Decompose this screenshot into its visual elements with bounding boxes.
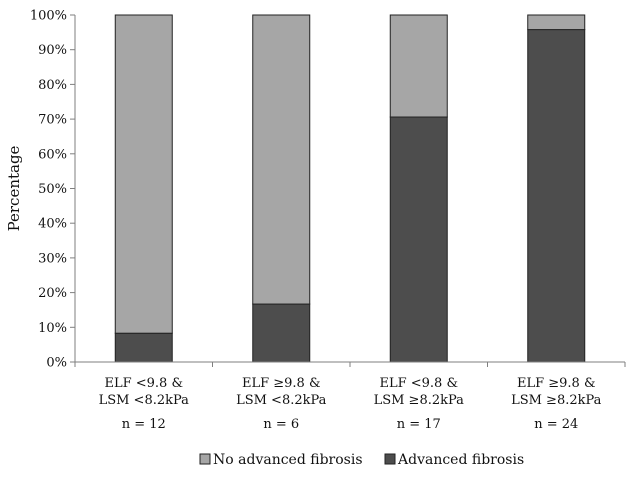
- x-category-count: n = 17: [397, 417, 441, 432]
- y-tick-label: 90%: [38, 43, 67, 58]
- axes: [74, 15, 626, 367]
- y-tick-label: 20%: [38, 286, 67, 301]
- legend-label: Advanced fibrosis: [397, 452, 524, 468]
- y-axis-label: Percentage: [5, 145, 23, 231]
- y-tick-label: 60%: [38, 147, 67, 162]
- bar-segment: [527, 29, 586, 363]
- x-category-label: LSM <8.2kPa: [99, 393, 190, 408]
- bar-segment: [252, 303, 311, 363]
- y-tick-label: 80%: [38, 78, 67, 93]
- bars: [114, 14, 586, 363]
- y-tick-label: 50%: [38, 182, 67, 197]
- legend-swatch: [384, 453, 396, 465]
- x-axis-labels: ELF <9.8 & LSM <8.2kPa n = 12 ELF ≥9.8 & LSM…: [99, 376, 602, 432]
- bar-segment: [114, 14, 173, 334]
- y-tick-label: 30%: [38, 251, 67, 266]
- x-category-count: n = 12: [122, 417, 166, 432]
- x-category-count: n = 6: [263, 417, 299, 432]
- y-axis-ticks: 0% 10% 20% 30% 40% 50% 60% 70% 80% 90% 100%: [30, 9, 75, 371]
- legend-swatch: [199, 453, 211, 465]
- y-tick-label: 10%: [38, 321, 67, 336]
- bar-segment: [527, 14, 586, 31]
- legend: No advanced fibrosis Advanced fibrosis: [199, 452, 524, 468]
- bar-segment: [114, 332, 173, 363]
- x-category-count: n = 24: [534, 417, 578, 432]
- x-category-label: ELF <9.8 &: [104, 376, 183, 391]
- x-category-label: LSM ≥8.2kPa: [374, 393, 465, 408]
- y-tick-label: 70%: [38, 113, 67, 128]
- x-category-label: ELF <9.8 &: [379, 376, 458, 391]
- x-category-label: LSM <8.2kPa: [236, 393, 327, 408]
- x-category-label: LSM ≥8.2kPa: [511, 393, 602, 408]
- y-tick-label: 0%: [46, 356, 67, 371]
- bar-segment: [389, 14, 448, 118]
- x-category-label: ELF ≥9.8 &: [242, 376, 321, 391]
- y-tick-label: 40%: [38, 217, 67, 232]
- bar-segment: [252, 14, 311, 305]
- legend-label: No advanced fibrosis: [213, 452, 363, 468]
- y-tick-label: 100%: [30, 9, 67, 24]
- bar-segment: [389, 116, 448, 363]
- x-category-label: ELF ≥9.8 &: [517, 376, 596, 391]
